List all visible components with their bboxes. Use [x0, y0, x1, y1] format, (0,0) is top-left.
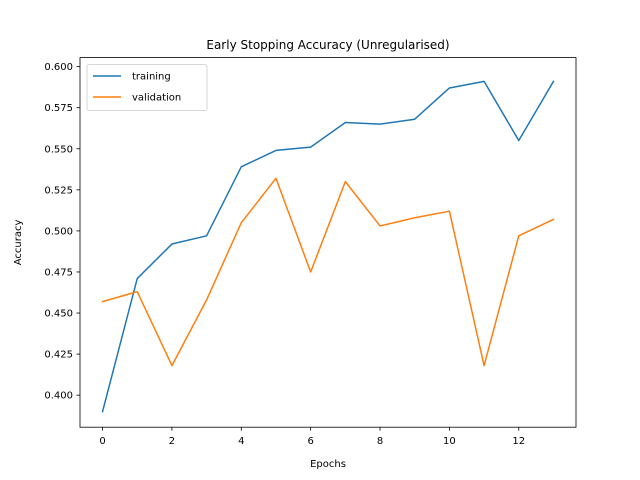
x-tick-label: 4: [238, 436, 244, 447]
plot-area: [80, 57, 576, 428]
y-tick-label: 0.550: [44, 144, 73, 155]
series-layer: [101, 80, 555, 413]
y-tick-label: 0.575: [44, 103, 73, 114]
axes-frame: [79, 57, 577, 428]
y-axis-label: Accuracy: [13, 219, 24, 265]
series-line-training: [101, 80, 555, 413]
y-tick-label: 0.500: [44, 226, 73, 237]
y-tick-label: 0.400: [44, 391, 73, 402]
y-tick-label: 0.450: [44, 309, 73, 320]
y-axis-ticks: 0.400 0.425 0.450 0.475 0.500 0.525 0.550 0.575…: [44, 62, 80, 402]
x-tick-label: 6: [307, 436, 313, 447]
legend-label-validation: validation: [132, 93, 181, 104]
x-tick-label: 0: [99, 436, 105, 447]
x-tick-label: 8: [377, 436, 383, 447]
y-tick-label: 0.525: [44, 185, 73, 196]
y-tick-label: 0.600: [44, 62, 73, 73]
x-axis-ticks: 0 2 4 6 8 10 12: [99, 427, 525, 447]
legend-label-training: training: [132, 72, 171, 83]
series-line-validation: [101, 177, 555, 367]
x-tick-label: 12: [512, 436, 525, 447]
legend: training validation: [86, 64, 208, 111]
x-tick-label: 2: [169, 436, 175, 447]
y-tick-label: 0.475: [44, 267, 73, 278]
y-tick-label: 0.425: [44, 350, 73, 361]
x-tick-label: 10: [443, 436, 456, 447]
x-axis-label: Epochs: [310, 459, 346, 470]
chart-title: Early Stopping Accuracy (Unregularised): [206, 38, 449, 52]
